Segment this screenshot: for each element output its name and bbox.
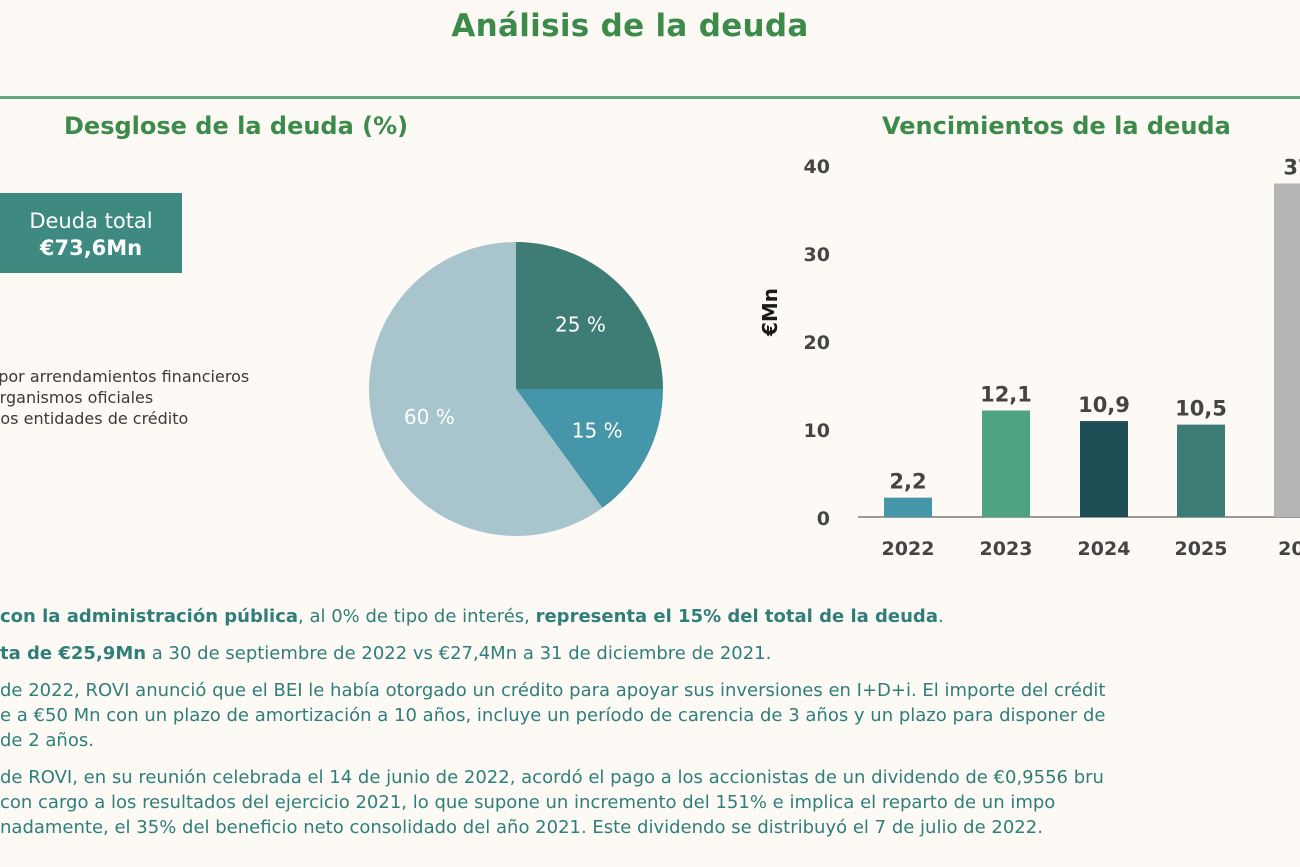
legend-item: os por arrendamientos financieros (0, 366, 340, 387)
pie-slice (369, 242, 603, 536)
page-title: Análisis de la deuda (451, 8, 809, 44)
bar (1274, 183, 1300, 518)
bar-value-label: 10,9 (1078, 393, 1130, 417)
y-tick-label: 30 (804, 244, 830, 266)
note-line: ta de €25,9Mn a 30 de septiembre de 2022… (0, 641, 1300, 666)
pie-slice-label: 25 % (555, 313, 606, 337)
pie-slice-label: 60 % (404, 405, 455, 429)
bar (884, 497, 932, 517)
pie-slice (516, 242, 663, 389)
total-debt-value: €73,6Mn (39, 236, 143, 260)
note-paragraph: de ROVI, en su reunión celebrada el 14 d… (0, 765, 1300, 840)
x-tick-label: 2024 (1078, 538, 1131, 560)
y-tick-label: 40 (804, 156, 830, 178)
pie-chart-title: Desglose de la deuda (%) (64, 112, 409, 140)
bar (982, 410, 1030, 517)
note-paragraph-line: de 2022, ROVI anunció que el BEI le habí… (0, 680, 1106, 701)
note-line: con la administración pública, al 0% de … (0, 604, 1300, 629)
bar-value-label: 37 (1283, 155, 1300, 179)
note-paragraph-line: de ROVI, en su reunión celebrada el 14 d… (0, 767, 1104, 788)
note-paragraph-line: con cargo a los resultados del ejercicio… (0, 792, 1056, 813)
y-tick-label: 20 (804, 332, 830, 354)
y-axis-label: €Mn (758, 288, 782, 337)
total-debt-box: Deuda total €73,6Mn (0, 193, 182, 273)
y-tick-label: 10 (804, 420, 830, 442)
x-tick-label: 2025 (1175, 538, 1228, 560)
note-paragraph-line: nadamente, el 35% del beneficio neto con… (0, 817, 1043, 838)
legend-item: a organismos oficiales (0, 387, 340, 408)
pie-slice (516, 389, 663, 508)
note-paragraph: de 2022, ROVI anunció que el BEI le habí… (0, 678, 1300, 753)
x-tick-label: 2022 (882, 538, 935, 560)
note-text: . (937, 606, 944, 627)
note-bold: ta de €25,9Mn (0, 643, 147, 664)
note-text: , al 0% de tipo de interés, (298, 606, 536, 627)
pie-slice-label: 15 % (572, 418, 623, 442)
bar-value-label: 12,1 (980, 383, 1032, 407)
legend-label: a organismos oficiales (0, 388, 154, 407)
note-bold: representa el 15% del total de la deuda (535, 606, 938, 627)
y-tick-label: 0 (817, 508, 830, 530)
legend-item: amos entidades de crédito (0, 408, 340, 429)
note-paragraph-line: de 2 años. (0, 730, 94, 751)
note-paragraph-line: e a €50 Mn con un plazo de amortización … (0, 705, 1106, 726)
legend-label: os por arrendamientos financieros (0, 367, 250, 386)
legend-label: amos entidades de crédito (0, 409, 189, 428)
bar-chart-title: Vencimientos de la deuda (882, 112, 1231, 140)
note-bold: con la administración pública (0, 606, 299, 627)
bar (1177, 424, 1225, 517)
bar-value-label: 10,5 (1175, 397, 1227, 421)
notes-section: con la administración pública, al 0% de … (0, 604, 1300, 852)
title-divider (0, 96, 1300, 99)
x-tick-label: 202 (1278, 538, 1300, 560)
total-debt-label: Deuda total (29, 209, 153, 233)
charts-canvas: 25 % 15 % 60 % 0 10 20 30 40 €Mn 2,2 2022 12,1 2023 1… (369, 155, 1300, 560)
bar-value-label: 2,2 (889, 470, 926, 494)
x-tick-label: 2023 (980, 538, 1033, 560)
note-text: a 30 de septiembre de 2022 vs €27,4Mn a … (146, 643, 772, 664)
pie-legend: os por arrendamientos financieros a orga… (0, 366, 340, 429)
bar (1080, 421, 1128, 517)
